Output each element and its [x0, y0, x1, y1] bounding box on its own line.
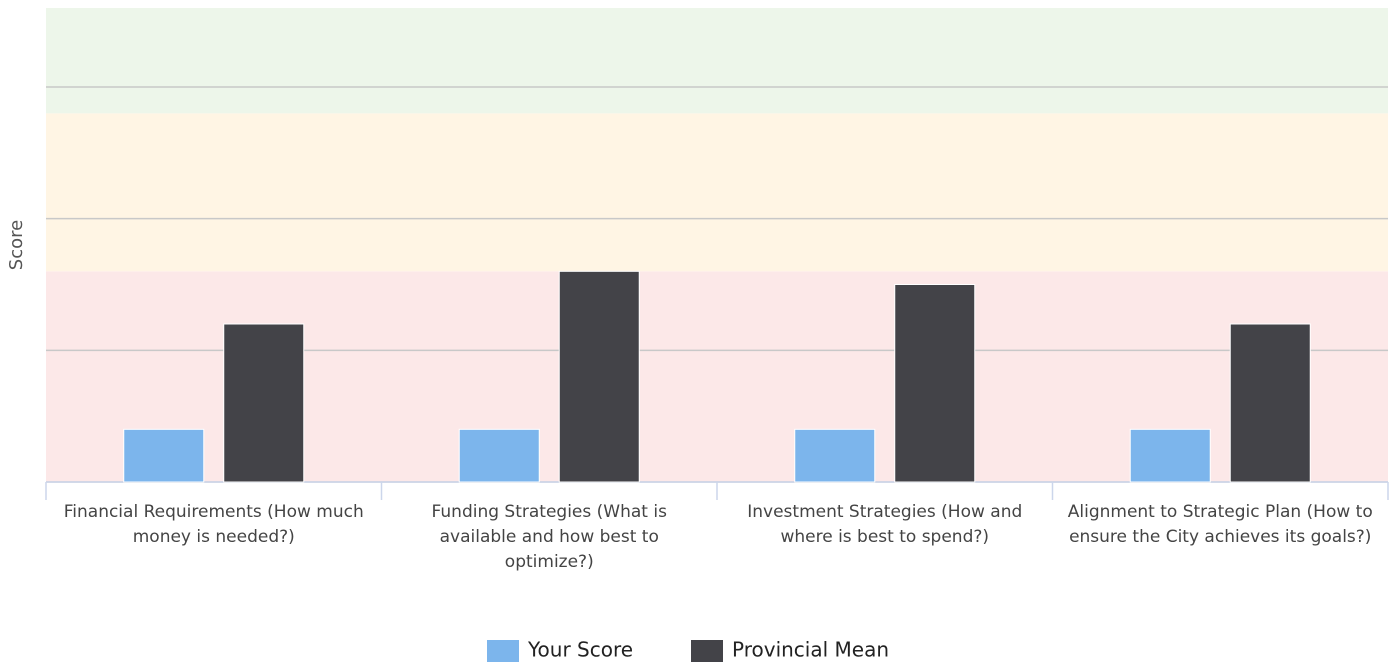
bar — [458, 428, 540, 483]
x-tick-label: Financial Requirements (How much money i… — [63, 502, 364, 547]
legend-swatch — [691, 640, 723, 662]
bar — [123, 428, 205, 483]
plot-band — [46, 113, 1388, 272]
bar — [894, 284, 976, 483]
bar — [1229, 323, 1311, 483]
bar — [1129, 428, 1211, 483]
bar — [558, 270, 640, 483]
legend-label: Provincial Mean — [732, 638, 889, 662]
x-tick-label: Alignment to Strategic Plan (How to ensu… — [1067, 502, 1373, 547]
plot-band — [46, 8, 1388, 114]
x-tick-label: Investment Strategies (How and where is … — [747, 502, 1023, 547]
x-tick-label: Funding Strategies (What is available an… — [431, 502, 667, 572]
legend-swatch — [487, 640, 519, 662]
bar — [223, 323, 305, 483]
legend-label: Your Score — [527, 638, 633, 662]
bar — [794, 428, 876, 483]
y-axis-title: Score — [6, 220, 27, 270]
